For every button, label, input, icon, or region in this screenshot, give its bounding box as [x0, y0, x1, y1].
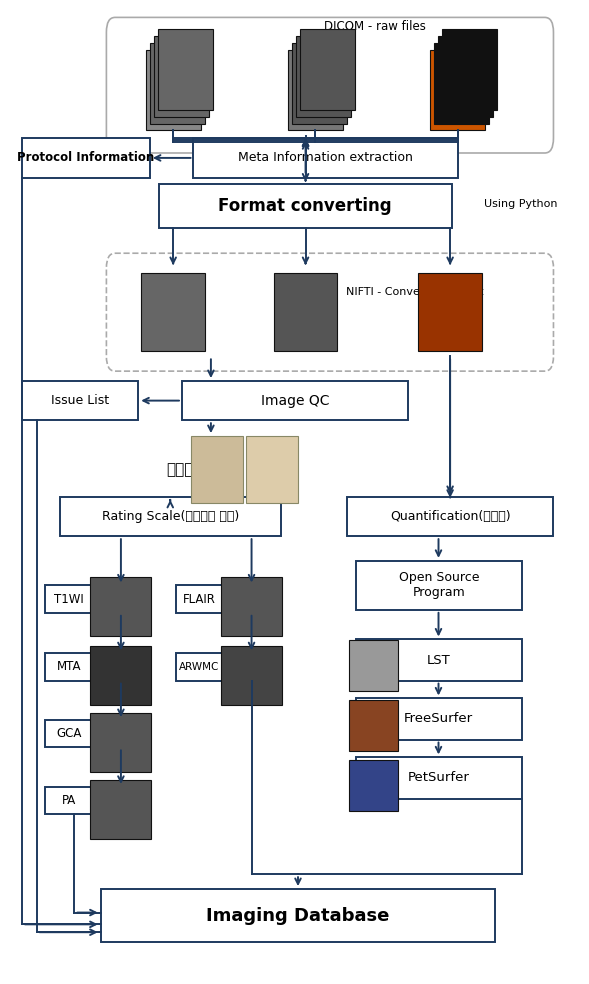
Bar — [434, 43, 489, 124]
FancyBboxPatch shape — [356, 640, 521, 681]
FancyBboxPatch shape — [356, 699, 521, 740]
Text: FreeSurfer: FreeSurfer — [404, 712, 474, 725]
FancyBboxPatch shape — [356, 561, 521, 610]
Bar — [221, 578, 282, 637]
Text: MTA: MTA — [57, 660, 81, 673]
Bar — [296, 36, 351, 117]
FancyBboxPatch shape — [158, 184, 452, 227]
FancyBboxPatch shape — [45, 787, 92, 815]
Bar — [442, 30, 498, 110]
Text: Meta Information extraction: Meta Information extraction — [238, 152, 413, 164]
Bar — [150, 43, 205, 124]
FancyBboxPatch shape — [107, 18, 554, 153]
FancyBboxPatch shape — [22, 381, 138, 420]
FancyBboxPatch shape — [101, 889, 495, 942]
FancyBboxPatch shape — [22, 139, 150, 177]
Bar — [300, 30, 355, 110]
Text: PET: PET — [446, 37, 469, 50]
Text: Format converting: Format converting — [219, 197, 392, 215]
Bar — [246, 436, 298, 503]
Text: GCA: GCA — [56, 727, 81, 740]
FancyBboxPatch shape — [348, 497, 554, 536]
Text: FLAIR: FLAIR — [183, 592, 216, 605]
Bar — [141, 273, 205, 351]
Text: DICOM - raw files: DICOM - raw files — [324, 20, 426, 32]
Text: Quantification(정량화): Quantification(정량화) — [390, 510, 511, 523]
Bar — [418, 273, 482, 351]
Bar — [158, 30, 213, 110]
Text: PA: PA — [61, 794, 76, 807]
Text: Imaging Database: Imaging Database — [206, 906, 390, 925]
FancyBboxPatch shape — [176, 653, 223, 681]
Text: Issue List: Issue List — [51, 395, 110, 407]
FancyBboxPatch shape — [45, 720, 92, 748]
FancyBboxPatch shape — [182, 381, 408, 420]
Text: T1WI: T1WI — [54, 592, 84, 605]
Text: PetSurfer: PetSurfer — [408, 771, 470, 784]
Bar — [91, 780, 151, 839]
Text: Protocol Information: Protocol Information — [18, 152, 155, 164]
Bar — [288, 50, 343, 131]
Text: T1WI: T1WI — [157, 37, 189, 50]
Bar — [191, 436, 243, 503]
FancyBboxPatch shape — [176, 585, 223, 613]
FancyBboxPatch shape — [60, 497, 280, 536]
Bar — [438, 36, 494, 117]
Bar — [349, 701, 398, 752]
Bar — [145, 50, 201, 131]
Bar — [292, 43, 347, 124]
Bar — [91, 578, 151, 637]
FancyBboxPatch shape — [45, 653, 92, 681]
Text: 비식별화: 비식별화 — [167, 461, 203, 477]
FancyBboxPatch shape — [194, 139, 458, 177]
Text: LST: LST — [427, 653, 451, 666]
Bar — [91, 646, 151, 706]
Text: FLAIR: FLAIR — [298, 37, 333, 50]
Text: ARWMC: ARWMC — [179, 662, 220, 672]
FancyBboxPatch shape — [45, 585, 92, 613]
Text: Open Source
Program: Open Source Program — [399, 572, 479, 599]
Bar — [430, 50, 485, 131]
FancyBboxPatch shape — [107, 253, 554, 371]
Bar — [154, 36, 209, 117]
Bar — [221, 646, 282, 706]
Text: Image QC: Image QC — [261, 394, 329, 407]
Text: Using Python: Using Python — [484, 199, 557, 209]
FancyBboxPatch shape — [356, 758, 521, 799]
Text: NIFTI - Converted format: NIFTI - Converted format — [346, 286, 484, 296]
Bar — [274, 273, 337, 351]
Bar — [349, 641, 398, 692]
Bar — [349, 761, 398, 812]
Bar — [91, 713, 151, 772]
Text: Rating Scale(평가쳀도 판독): Rating Scale(평가쳀도 판독) — [102, 510, 239, 523]
